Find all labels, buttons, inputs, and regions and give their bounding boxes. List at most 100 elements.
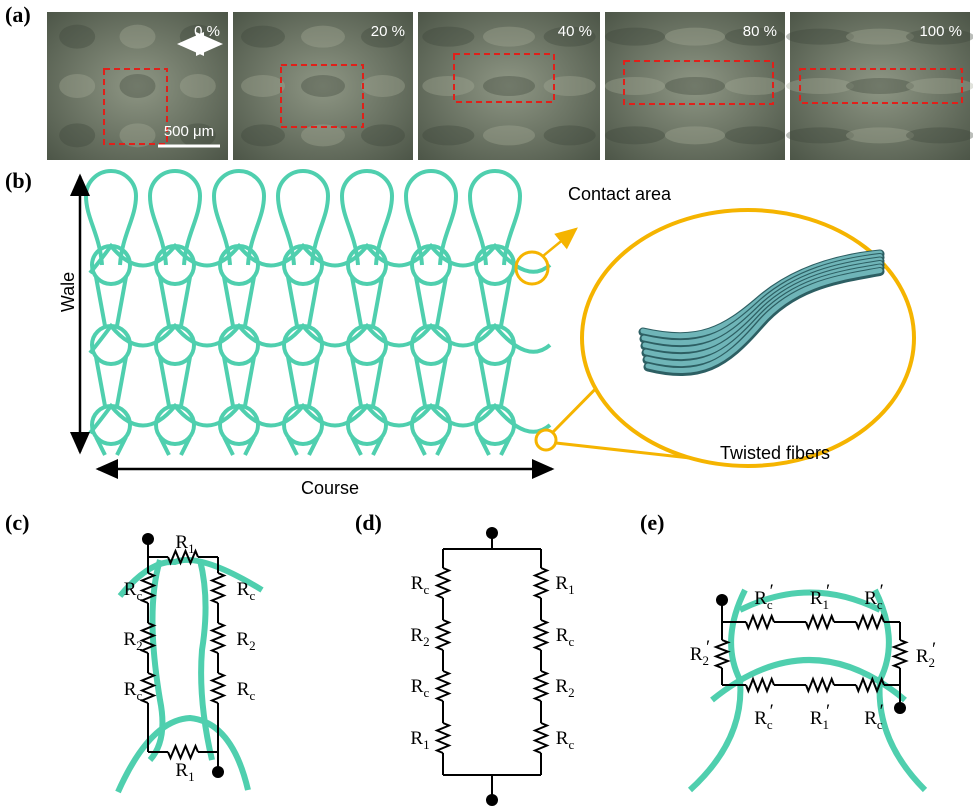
subscript: c [136, 588, 142, 603]
resistor-label: R2′ [916, 639, 936, 670]
loop [470, 171, 520, 265]
panel-label: (b) [5, 168, 32, 193]
resistor-label: R1 [410, 728, 429, 752]
subscript: 2 [136, 638, 143, 653]
prime: ′ [706, 637, 710, 658]
fiber-texture [725, 77, 785, 95]
resistor-label: R2 [123, 629, 142, 653]
symbol: R [236, 629, 249, 650]
fiber-texture [241, 75, 285, 97]
symbol: R [124, 679, 137, 700]
panel-label: (c) [5, 510, 29, 535]
fiber-texture [120, 74, 156, 98]
resistor [535, 620, 547, 650]
subscript: 2 [568, 685, 575, 700]
fiber-texture [361, 124, 405, 146]
prime: ′ [770, 581, 774, 602]
symbol: R [556, 625, 569, 646]
loop [86, 171, 136, 265]
symbol: R [555, 573, 568, 594]
resistor [746, 679, 774, 691]
resistor-label: R2 [555, 676, 574, 700]
symbol: R [754, 708, 767, 729]
symbol: R [411, 676, 424, 697]
terminal [894, 702, 906, 714]
resistor [437, 620, 449, 650]
resistor-label: Rc [556, 625, 575, 649]
prime: ′ [826, 581, 830, 602]
terminal [142, 533, 154, 545]
resistor [746, 616, 774, 628]
terminal [716, 594, 728, 606]
resistor-label: R2′ [690, 637, 710, 668]
fiber-texture [786, 127, 854, 143]
resistor [535, 671, 547, 701]
fiber-texture [906, 127, 973, 143]
resistor [535, 568, 547, 598]
subscript: c [423, 685, 429, 700]
symbol: R [410, 728, 423, 749]
resistor-label: Rc [124, 579, 143, 603]
subscript: c [423, 582, 429, 597]
content: (a)(b)(c)(d)(e)0 %20 %40 %80 %100 %500 μ… [5, 2, 973, 806]
prime: ′ [880, 701, 884, 722]
fiber-texture [59, 123, 95, 147]
symbol: R [864, 708, 877, 729]
yarn [690, 590, 745, 790]
fiber-texture [605, 77, 665, 95]
figure: (a)(b)(c)(d)(e)0 %20 %40 %80 %100 %500 μ… [0, 0, 973, 808]
prime: ′ [880, 581, 884, 602]
resistor-label: R2 [410, 625, 429, 649]
loop [150, 171, 200, 265]
fiber-texture [422, 76, 474, 96]
subscript: c [136, 688, 142, 703]
fiber-texture [422, 125, 474, 145]
resistor-label: Rc′ [754, 581, 774, 612]
prime: ′ [826, 701, 830, 722]
resistor-label: Rc [124, 679, 143, 703]
symbol: R [237, 579, 250, 600]
symbol: R [810, 588, 823, 609]
symbol: R [410, 625, 423, 646]
fiber-texture [241, 124, 285, 146]
contact-area-label: Contact area [568, 184, 672, 204]
resistor [535, 723, 547, 753]
fiber-texture [846, 127, 914, 143]
subscript: c [568, 634, 574, 649]
subscript: 1 [568, 582, 575, 597]
fiber-texture [241, 26, 285, 48]
prime: ′ [770, 701, 774, 722]
course-label: Course [301, 478, 359, 498]
symbol: R [123, 629, 136, 650]
knit-pattern [86, 171, 550, 455]
resistor [806, 679, 834, 691]
contact-arrow [543, 229, 576, 256]
terminal [486, 527, 498, 539]
fiber-texture [605, 28, 665, 46]
fiber-texture [483, 27, 535, 47]
fiber-texture [665, 28, 725, 46]
resistor [856, 616, 884, 628]
panel-label: (a) [5, 2, 31, 27]
resistor-label: R2 [236, 629, 255, 653]
fiber-texture [422, 27, 474, 47]
subscript: c [249, 688, 255, 703]
yarn [200, 560, 212, 760]
symbol: R [237, 679, 250, 700]
fiber-texture [59, 74, 95, 98]
fiber-texture [786, 78, 854, 94]
twisted-fibers-label: Twisted fibers [720, 443, 830, 463]
subscript: 1 [423, 737, 430, 752]
fiber-texture [786, 29, 854, 45]
fiber-texture [605, 126, 665, 144]
fiber-texture [846, 29, 914, 45]
symbol: R [690, 644, 703, 665]
loop [278, 171, 328, 265]
strain-label: 40 % [558, 23, 592, 40]
loop [214, 171, 264, 265]
symbol: R [754, 588, 767, 609]
scale-bar-label: 500 μm [164, 123, 214, 140]
resistor [168, 746, 198, 758]
fiber-texture [120, 25, 156, 49]
symbol: R [175, 532, 188, 553]
